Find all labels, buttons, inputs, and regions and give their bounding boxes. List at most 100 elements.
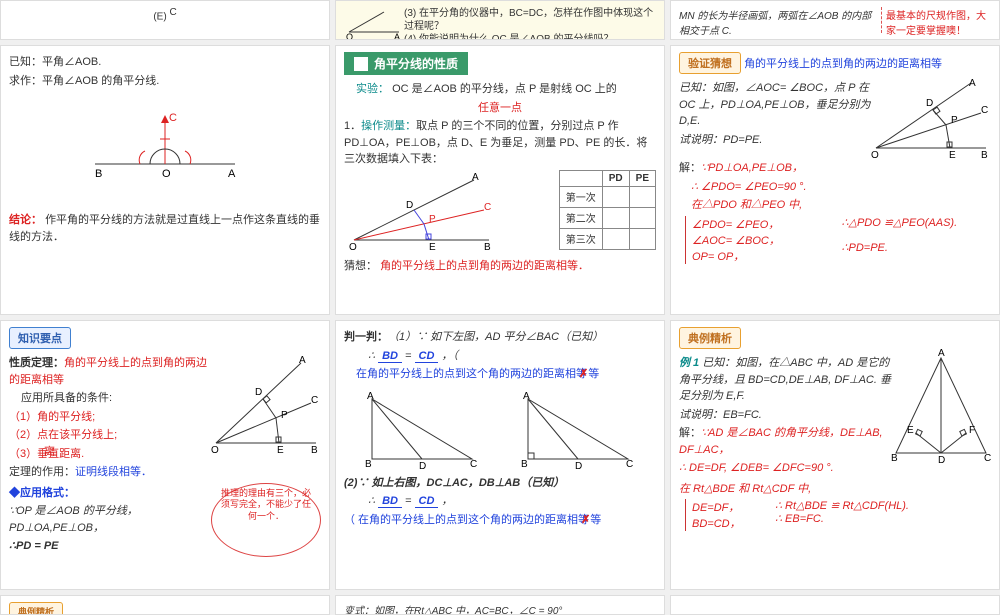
- j1c: 在角的平分线上的点到这个角的两边的距离相等✗等: [356, 366, 656, 383]
- speech-bubble: 推理的理由有三个，必须写完全，不能少了任何一个．: [211, 483, 321, 557]
- label-e: (E): [153, 11, 166, 22]
- req: 求作：平角∠AOB 的角平分线.: [9, 73, 321, 90]
- l3: 在 Rt△BDE 和 Rt△CDF 中,: [679, 481, 991, 498]
- cd-blank: CD: [415, 350, 439, 363]
- j1a: （1）∵ 如下左图，AD 平分∠BAC（已知）: [388, 331, 603, 343]
- note: 最基本的尺规作图，大家一定要掌握噢！: [881, 7, 991, 33]
- t1: MN 的长为半径画弧，两弧在∠AOB 的内部相交于点 C.: [679, 11, 871, 37]
- slide-r2-c3: 典例精析 例 1 已知：如图，在△ABC 中，AD 是它的角平分线，且 BD=C…: [670, 320, 1000, 590]
- slide-r1-c3: 验证猜想 角的平分线上的点到角的两边的距离相等 已知：如图，∠AOC= ∠BOC…: [670, 45, 1000, 315]
- l1: ∵PD⊥OA,PE⊥OB，: [701, 162, 803, 174]
- slide-r0-c3: MN 的长为半径画弧，两弧在∠AOB 的内部相交于点 C. （3）画射线 OC.…: [670, 0, 1000, 40]
- svg-text:D: D: [926, 98, 933, 109]
- ex: 已知：如图，在△ABC 中，AD 是它的角平分线，且 BD=CD,DE⊥AB, …: [679, 357, 891, 402]
- t2: （3）画射线 OC. 射线 OC 即为: [679, 37, 881, 40]
- section-title: 角平分线的性质: [344, 52, 468, 75]
- op-label: 操作测量：: [361, 120, 416, 132]
- svg-text:E: E: [907, 425, 914, 436]
- straight-angle-figure: B O A C: [85, 109, 245, 179]
- fmt-label: ◆应用格式：: [9, 485, 211, 502]
- slide-grid: (E) C O A (3) 在平分角的仪器中，BC=DC，怎样在作图中体现这个过…: [0, 0, 1000, 615]
- svg-text:C: C: [984, 453, 991, 464]
- svg-text:C: C: [626, 459, 633, 470]
- bd-blank2: BD: [378, 495, 402, 508]
- svg-text:B: B: [521, 459, 528, 470]
- badge-partial: 典例精析: [9, 602, 63, 615]
- svg-text:F: F: [969, 425, 975, 436]
- exp: OC 是∠AOB 的平分线，点 P 是射线 OC 上的: [392, 83, 617, 95]
- r1: ∴△PDO ≌△PEO(AAS).: [842, 216, 992, 229]
- angle-bisector-figure: O B A C P D E: [344, 170, 494, 250]
- theorem-figure: O B A C P D E: [211, 353, 321, 453]
- r1: ∴ Rt△BDE ≌ Rt△CDF(HL).: [775, 499, 991, 512]
- svg-text:O: O: [349, 242, 357, 253]
- c2: （2）点在该平分线上;: [9, 427, 211, 444]
- slide-r2-c1: 知识要点 性质定理：角的平分线上的点到角的两边的距离相等 应用所具备的条件: （…: [0, 320, 330, 590]
- slide-r0-c2: O A (3) 在平分角的仪器中，BC=DC，怎样在作图中体现这个过程呢？ (4…: [335, 0, 665, 40]
- conclusion: 作平角的平分线的方法就是过直线上一点作这条直线的垂线的方法．: [9, 214, 320, 243]
- slide-r3-c1: 典例精析: [0, 595, 330, 615]
- svg-text:B: B: [891, 453, 898, 464]
- f2: ∴PD = PE: [9, 538, 211, 555]
- slide-r1-c2: 角平分线的性质 实验： OC 是∠AOB 的平分线，点 P 是射线 OC 上的 …: [335, 45, 665, 315]
- bd-blank: BD: [378, 350, 402, 363]
- slide-r3-c2: 变式：如图，在Rt△ABC 中，AC=BC，∠C = 90°: [335, 595, 665, 615]
- triangle-abc-figure: A B C D E F: [891, 353, 991, 463]
- svg-text:D: D: [419, 461, 426, 472]
- b1: ∠PDO= ∠PEO，: [692, 216, 842, 232]
- role-label: 定理的作用：: [9, 466, 75, 478]
- svg-text:O: O: [162, 168, 171, 180]
- svg-text:A: A: [394, 32, 400, 40]
- c3: （3）垂直距离.离: [9, 446, 211, 463]
- svg-text:A: A: [228, 168, 236, 180]
- svg-text:E: E: [949, 150, 956, 161]
- knowledge-badge: 知识要点: [9, 327, 71, 349]
- l2: ∴ DE=DF, ∠DEB= ∠DFC=90 °.: [679, 460, 891, 477]
- prove: 试说明：EB=FC.: [679, 407, 891, 424]
- svg-text:D: D: [575, 461, 582, 472]
- svg-text:C: C: [484, 202, 491, 213]
- sol-label: 解：: [679, 427, 701, 439]
- exp-label: 实验：: [356, 83, 389, 95]
- svg-text:P: P: [951, 115, 958, 126]
- example-badge: 典例精析: [679, 327, 741, 349]
- svg-text:C: C: [311, 395, 318, 406]
- r2: ∴PD=PE.: [842, 241, 992, 254]
- guess-label: 猜想：: [344, 260, 377, 272]
- q4: (4) 你能说明为什么 OC 是∠AOB 的平分线吗？: [404, 33, 656, 40]
- svg-text:C: C: [981, 105, 988, 116]
- badge-text: 角的平分线上的点到角的两边的距离相等: [744, 58, 942, 70]
- j2a: (2)∵ 如上右图，DC⊥AC，DB⊥AB（已知）: [344, 477, 564, 489]
- slide-r1-c1: 已知：平角∠AOB. 求作：平角∠AOB 的角平分线. B O A C 结论： …: [0, 45, 330, 315]
- triangle-right-figure: A B C D: [518, 389, 638, 469]
- cd-blank2: CD: [415, 495, 439, 508]
- svg-text:O: O: [871, 150, 879, 161]
- svg-text:A: A: [472, 172, 479, 183]
- j-label: 判一判：: [344, 331, 388, 343]
- l3: 在△PDO 和△PEO 中,: [691, 197, 991, 214]
- c1: （1）角的平分线;: [9, 409, 211, 426]
- prove: 试说明：PD=PE.: [679, 132, 871, 149]
- f1: ∵OP 是∠AOB 的平分线，PD⊥OA,PE⊥OB，: [9, 503, 211, 536]
- given: 已知：平角∠AOB.: [9, 54, 321, 71]
- svg-text:B: B: [365, 459, 372, 470]
- label-c: C: [169, 7, 176, 18]
- role: 证明线段相等．: [75, 466, 152, 478]
- ex-label: 例 1: [679, 357, 699, 369]
- triangle-left-figure: A B C D: [362, 389, 482, 469]
- svg-text:A: A: [938, 348, 945, 359]
- slide-r0-c1: (E) C: [0, 0, 330, 40]
- l2: ∴ ∠PDO= ∠PEO=90 °.: [691, 179, 991, 196]
- svg-text:O: O: [211, 445, 219, 456]
- variant: 变式：如图，在Rt△ABC 中，AC=BC，∠C = 90°: [344, 606, 562, 615]
- svg-text:B: B: [311, 445, 318, 456]
- svg-text:B: B: [95, 168, 102, 180]
- svg-text:D: D: [406, 200, 413, 211]
- svg-text:E: E: [277, 445, 284, 456]
- svg-text:B: B: [484, 242, 491, 253]
- conclusion-label: 结论：: [9, 214, 42, 226]
- b1: DE=DF，: [692, 499, 775, 515]
- svg-text:E: E: [429, 242, 436, 253]
- svg-text:A: A: [523, 391, 530, 402]
- l1: ∵AD 是∠BAC 的角平分线，DE⊥AB, DF⊥AC，: [679, 427, 883, 456]
